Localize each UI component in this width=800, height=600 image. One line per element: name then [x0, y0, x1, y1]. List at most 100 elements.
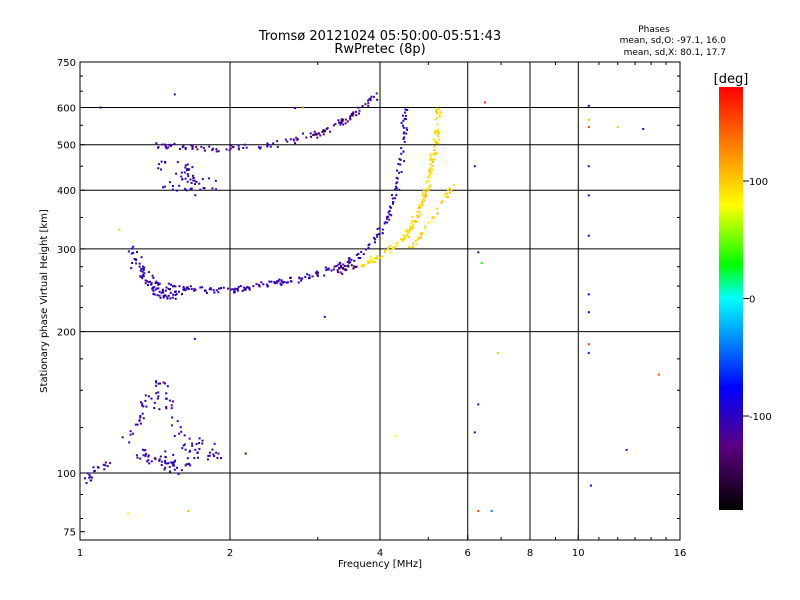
data-point: [208, 454, 211, 457]
data-point: [420, 206, 422, 209]
data-point: [412, 242, 415, 245]
data-point: [399, 158, 402, 161]
data-point: [434, 118, 437, 121]
data-point: [167, 287, 170, 290]
y-tick-label: 500: [57, 141, 76, 152]
data-point: [204, 289, 207, 292]
data-point: [102, 463, 105, 466]
data-point: [429, 159, 432, 161]
x-tick-label: 10: [572, 548, 585, 559]
data-point: [350, 114, 353, 117]
data-point: [153, 401, 156, 404]
data-point: [308, 274, 311, 277]
data-point: [642, 128, 645, 130]
data-point: [373, 237, 376, 239]
data-point: [241, 289, 244, 292]
data-point: [415, 221, 418, 223]
data-point: [178, 285, 181, 288]
data-point: [357, 252, 360, 255]
data-point: [198, 437, 201, 440]
data-point: [350, 264, 353, 267]
data-point: [174, 285, 177, 288]
data-point: [170, 461, 173, 464]
data-point: [273, 282, 276, 285]
data-point: [130, 252, 133, 255]
data-point: [159, 455, 162, 458]
data-point: [189, 187, 192, 190]
data-point: [185, 189, 188, 192]
data-point: [213, 455, 216, 458]
chart-title: Tromsø 20121024 05:50:00-05:51:43: [258, 29, 501, 44]
data-point: [144, 453, 147, 455]
data-point: [404, 236, 407, 239]
data-point: [215, 148, 218, 151]
data-point: [412, 225, 415, 228]
x-tick-label: 6: [465, 548, 471, 559]
data-point: [139, 457, 142, 460]
data-point: [404, 111, 406, 114]
data-point: [89, 479, 92, 482]
data-point: [435, 129, 438, 132]
data-point: [92, 466, 95, 469]
data-point: [243, 143, 246, 146]
data-point: [157, 382, 160, 385]
data-point: [155, 142, 158, 145]
data-point: [142, 268, 145, 271]
data-point: [357, 257, 360, 259]
data-point: [332, 124, 335, 127]
data-point: [355, 110, 357, 113]
data-point: [405, 132, 408, 135]
data-point: [392, 201, 395, 203]
data-point: [160, 160, 163, 163]
data-point: [182, 288, 185, 291]
data-point: [341, 266, 344, 269]
x-tick-label: 8: [527, 548, 533, 559]
data-point: [267, 143, 270, 146]
data-point: [168, 465, 171, 468]
data-point: [359, 257, 362, 259]
data-point: [242, 286, 245, 289]
data-point: [160, 291, 163, 294]
data-point: [158, 290, 161, 293]
data-point: [165, 462, 168, 465]
data-point: [193, 289, 196, 292]
data-point: [190, 187, 193, 190]
data-point: [154, 288, 157, 291]
data-point: [198, 448, 201, 450]
data-point: [159, 382, 162, 385]
data-point: [144, 394, 147, 397]
data-point: [199, 188, 202, 191]
data-point: [275, 281, 278, 284]
data-point: [421, 192, 424, 195]
data-point: [154, 458, 157, 461]
data-point: [276, 280, 279, 283]
data-point: [155, 384, 158, 387]
data-point: [398, 158, 401, 161]
data-point: [158, 294, 161, 297]
data-point: [323, 274, 326, 277]
data-point: [270, 280, 273, 283]
data-point: [431, 168, 434, 171]
data-point: [298, 276, 301, 279]
data-point: [437, 128, 440, 131]
data-point: [448, 192, 451, 194]
data-point: [164, 382, 167, 385]
data-point: [330, 269, 333, 272]
data-point: [473, 165, 476, 168]
data-point: [170, 143, 173, 146]
data-point: [587, 352, 590, 355]
data-point: [201, 178, 204, 181]
data-point: [157, 167, 160, 170]
data-point: [587, 118, 590, 121]
data-point: [176, 466, 178, 469]
data-point: [257, 283, 260, 286]
data-point: [183, 171, 186, 174]
data-point: [139, 422, 142, 425]
data-point: [392, 247, 395, 250]
data-point: [231, 146, 234, 149]
data-point: [209, 287, 212, 290]
data-point: [138, 419, 141, 422]
data-point: [415, 214, 418, 217]
data-point: [342, 263, 345, 266]
data-point: [155, 381, 158, 384]
